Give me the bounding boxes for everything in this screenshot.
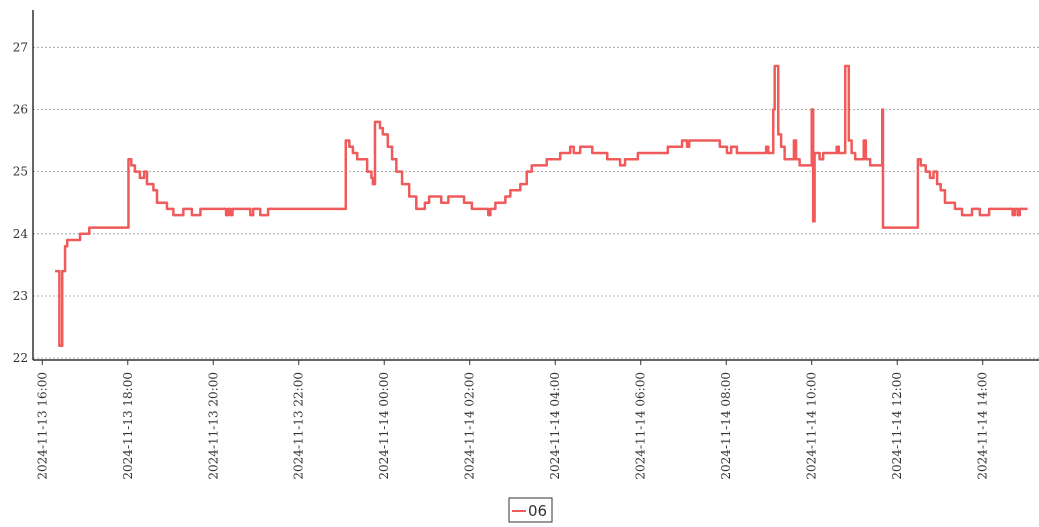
x-tick-label: 2024-11-14 10:00 — [805, 372, 819, 480]
y-tick-label: 25 — [13, 165, 28, 179]
legend-label: 06 — [528, 502, 547, 520]
y-tick-label: 27 — [13, 40, 28, 54]
x-tick-label: 2024-11-14 00:00 — [377, 372, 391, 480]
y-tick-label: 22 — [13, 351, 28, 365]
data-line — [55, 64, 1028, 347]
x-tick-label: 2024-11-13 16:00 — [35, 372, 49, 480]
x-tick-label: 2024-11-14 08:00 — [719, 372, 733, 480]
x-tick-label: 2024-11-13 20:00 — [206, 372, 220, 480]
y-tick-label: 23 — [13, 289, 28, 303]
legend: 06 — [508, 497, 553, 523]
x-tick-label: 2024-11-14 14:00 — [976, 372, 990, 480]
y-tick-label: 26 — [13, 102, 28, 116]
x-tick-label: 2024-11-14 12:00 — [890, 372, 904, 480]
x-tick-label: 2024-11-13 18:00 — [121, 372, 135, 480]
x-tick-label: 2024-11-14 04:00 — [548, 372, 562, 480]
y-tick-label: 24 — [13, 227, 29, 241]
x-tick-label: 2024-11-13 22:00 — [292, 372, 306, 480]
x-tick-label: 2024-11-14 02:00 — [463, 372, 477, 480]
x-tick-label: 2024-11-14 06:00 — [634, 372, 648, 480]
